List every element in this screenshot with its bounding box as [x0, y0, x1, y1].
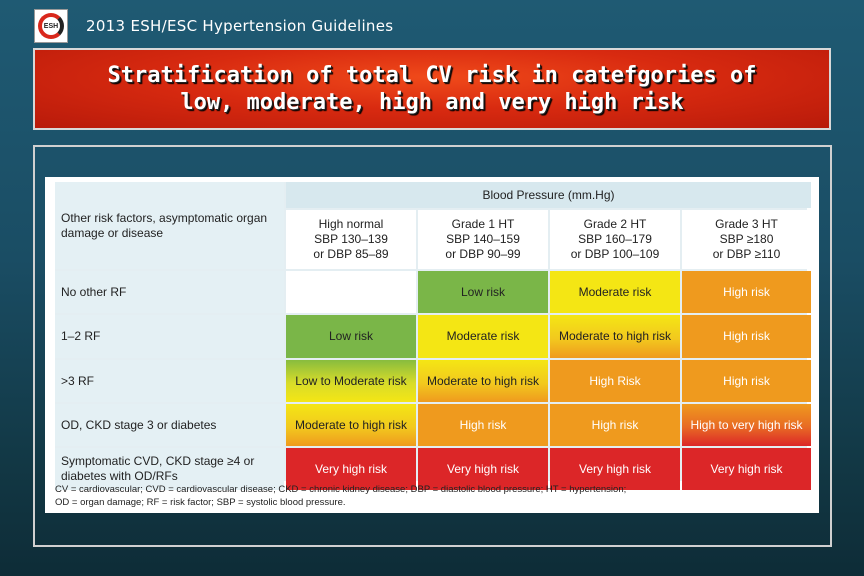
col-header-line: or DBP ≥110 [712, 247, 781, 261]
content-frame [33, 145, 832, 547]
guideline-header: 2013 ESH/ESC Hypertension Guidelines [86, 17, 394, 35]
footnote-line: OD = organ damage; RF = risk factor; SBP… [55, 497, 346, 508]
row-label-no-rf: No other RF [55, 271, 284, 313]
risk-cell: Low risk [286, 315, 416, 358]
risk-cell: Very high risk [286, 448, 416, 490]
col-header-grade3: Grade 3 HT SBP ≥180 or DBP ≥110 [682, 210, 811, 269]
risk-table-figure: Other risk factors, asymptomatic organ d… [45, 177, 819, 513]
col-header-line: SBP 140–159 [446, 232, 520, 246]
col-header-line: or DBP 100–109 [570, 247, 660, 261]
risk-cell: Moderate to high risk [550, 315, 680, 358]
risk-cell: High to very high risk [682, 404, 811, 446]
col-header-line: or DBP 85–89 [313, 247, 389, 261]
risk-cell: High risk [550, 404, 680, 446]
slide-title-box: Stratification of total CV risk in catef… [33, 48, 831, 130]
col-header-line: or DBP 90–99 [445, 247, 521, 261]
col-header-grade2: Grade 2 HT SBP 160–179 or DBP 100–109 [550, 210, 680, 269]
risk-cell: High Risk [550, 360, 680, 402]
risk-cell: High risk [682, 271, 811, 313]
risk-cell: High risk [682, 315, 811, 358]
col-header-line: Grade 3 HT [715, 217, 778, 231]
row-label-3-rf: >3 RF [55, 360, 284, 402]
col-header-line: Grade 1 HT [451, 217, 515, 231]
risk-cell: High risk [682, 360, 811, 402]
risk-cell: Very high risk [682, 448, 811, 490]
risk-cell: Low risk [418, 271, 548, 313]
slide-title: Stratification of total CV risk in catef… [107, 62, 756, 116]
col-header-high-normal: High normal SBP 130–139 or DBP 85–89 [286, 210, 416, 269]
col-header-grade1: Grade 1 HT SBP 140–159 or DBP 90–99 [418, 210, 548, 269]
esh-logo: ESH [34, 9, 68, 43]
bp-group-header: Blood Pressure (mm.Hg) [286, 182, 811, 208]
slide-title-line1: Stratification of total CV risk in catef… [107, 63, 757, 88]
col-header-line: SBP 160–179 [578, 232, 652, 246]
risk-cell: Low to Moderate risk [286, 360, 416, 402]
row-label-1-2-rf: 1–2 RF [55, 315, 284, 358]
risk-cell: Moderate risk [418, 315, 548, 358]
esh-logo-text: ESH [43, 22, 59, 30]
risk-cell: High risk [418, 404, 548, 446]
slide-title-line2: low, moderate, high and very high risk [180, 90, 684, 115]
table-footnote: CV = cardiovascular; CVD = cardiovascula… [55, 483, 815, 509]
row-label-od-ckd3: OD, CKD stage 3 or diabetes [55, 404, 284, 446]
risk-table: Other risk factors, asymptomatic organ d… [55, 182, 811, 490]
col-header-line: High normal [318, 217, 384, 231]
footnote-line: CV = cardiovascular; CVD = cardiovascula… [55, 484, 627, 495]
col-header-line: Grade 2 HT [583, 217, 647, 231]
corner-label: Other risk factors, asymptomatic organ d… [55, 182, 284, 269]
risk-cell: Moderate risk [550, 271, 680, 313]
risk-cell: Very high risk [418, 448, 548, 490]
col-header-line: SBP ≥180 [719, 232, 774, 246]
risk-cell: Moderate to high risk [286, 404, 416, 446]
col-header-line: SBP 130–139 [314, 232, 388, 246]
esh-logo-ring: ESH [38, 13, 64, 39]
risk-cell: Very high risk [550, 448, 680, 490]
row-label-symptomatic-cvd: Symptomatic CVD, CKD stage ≥4 or diabete… [55, 448, 284, 490]
risk-cell [286, 271, 416, 313]
risk-cell: Moderate to high risk [418, 360, 548, 402]
